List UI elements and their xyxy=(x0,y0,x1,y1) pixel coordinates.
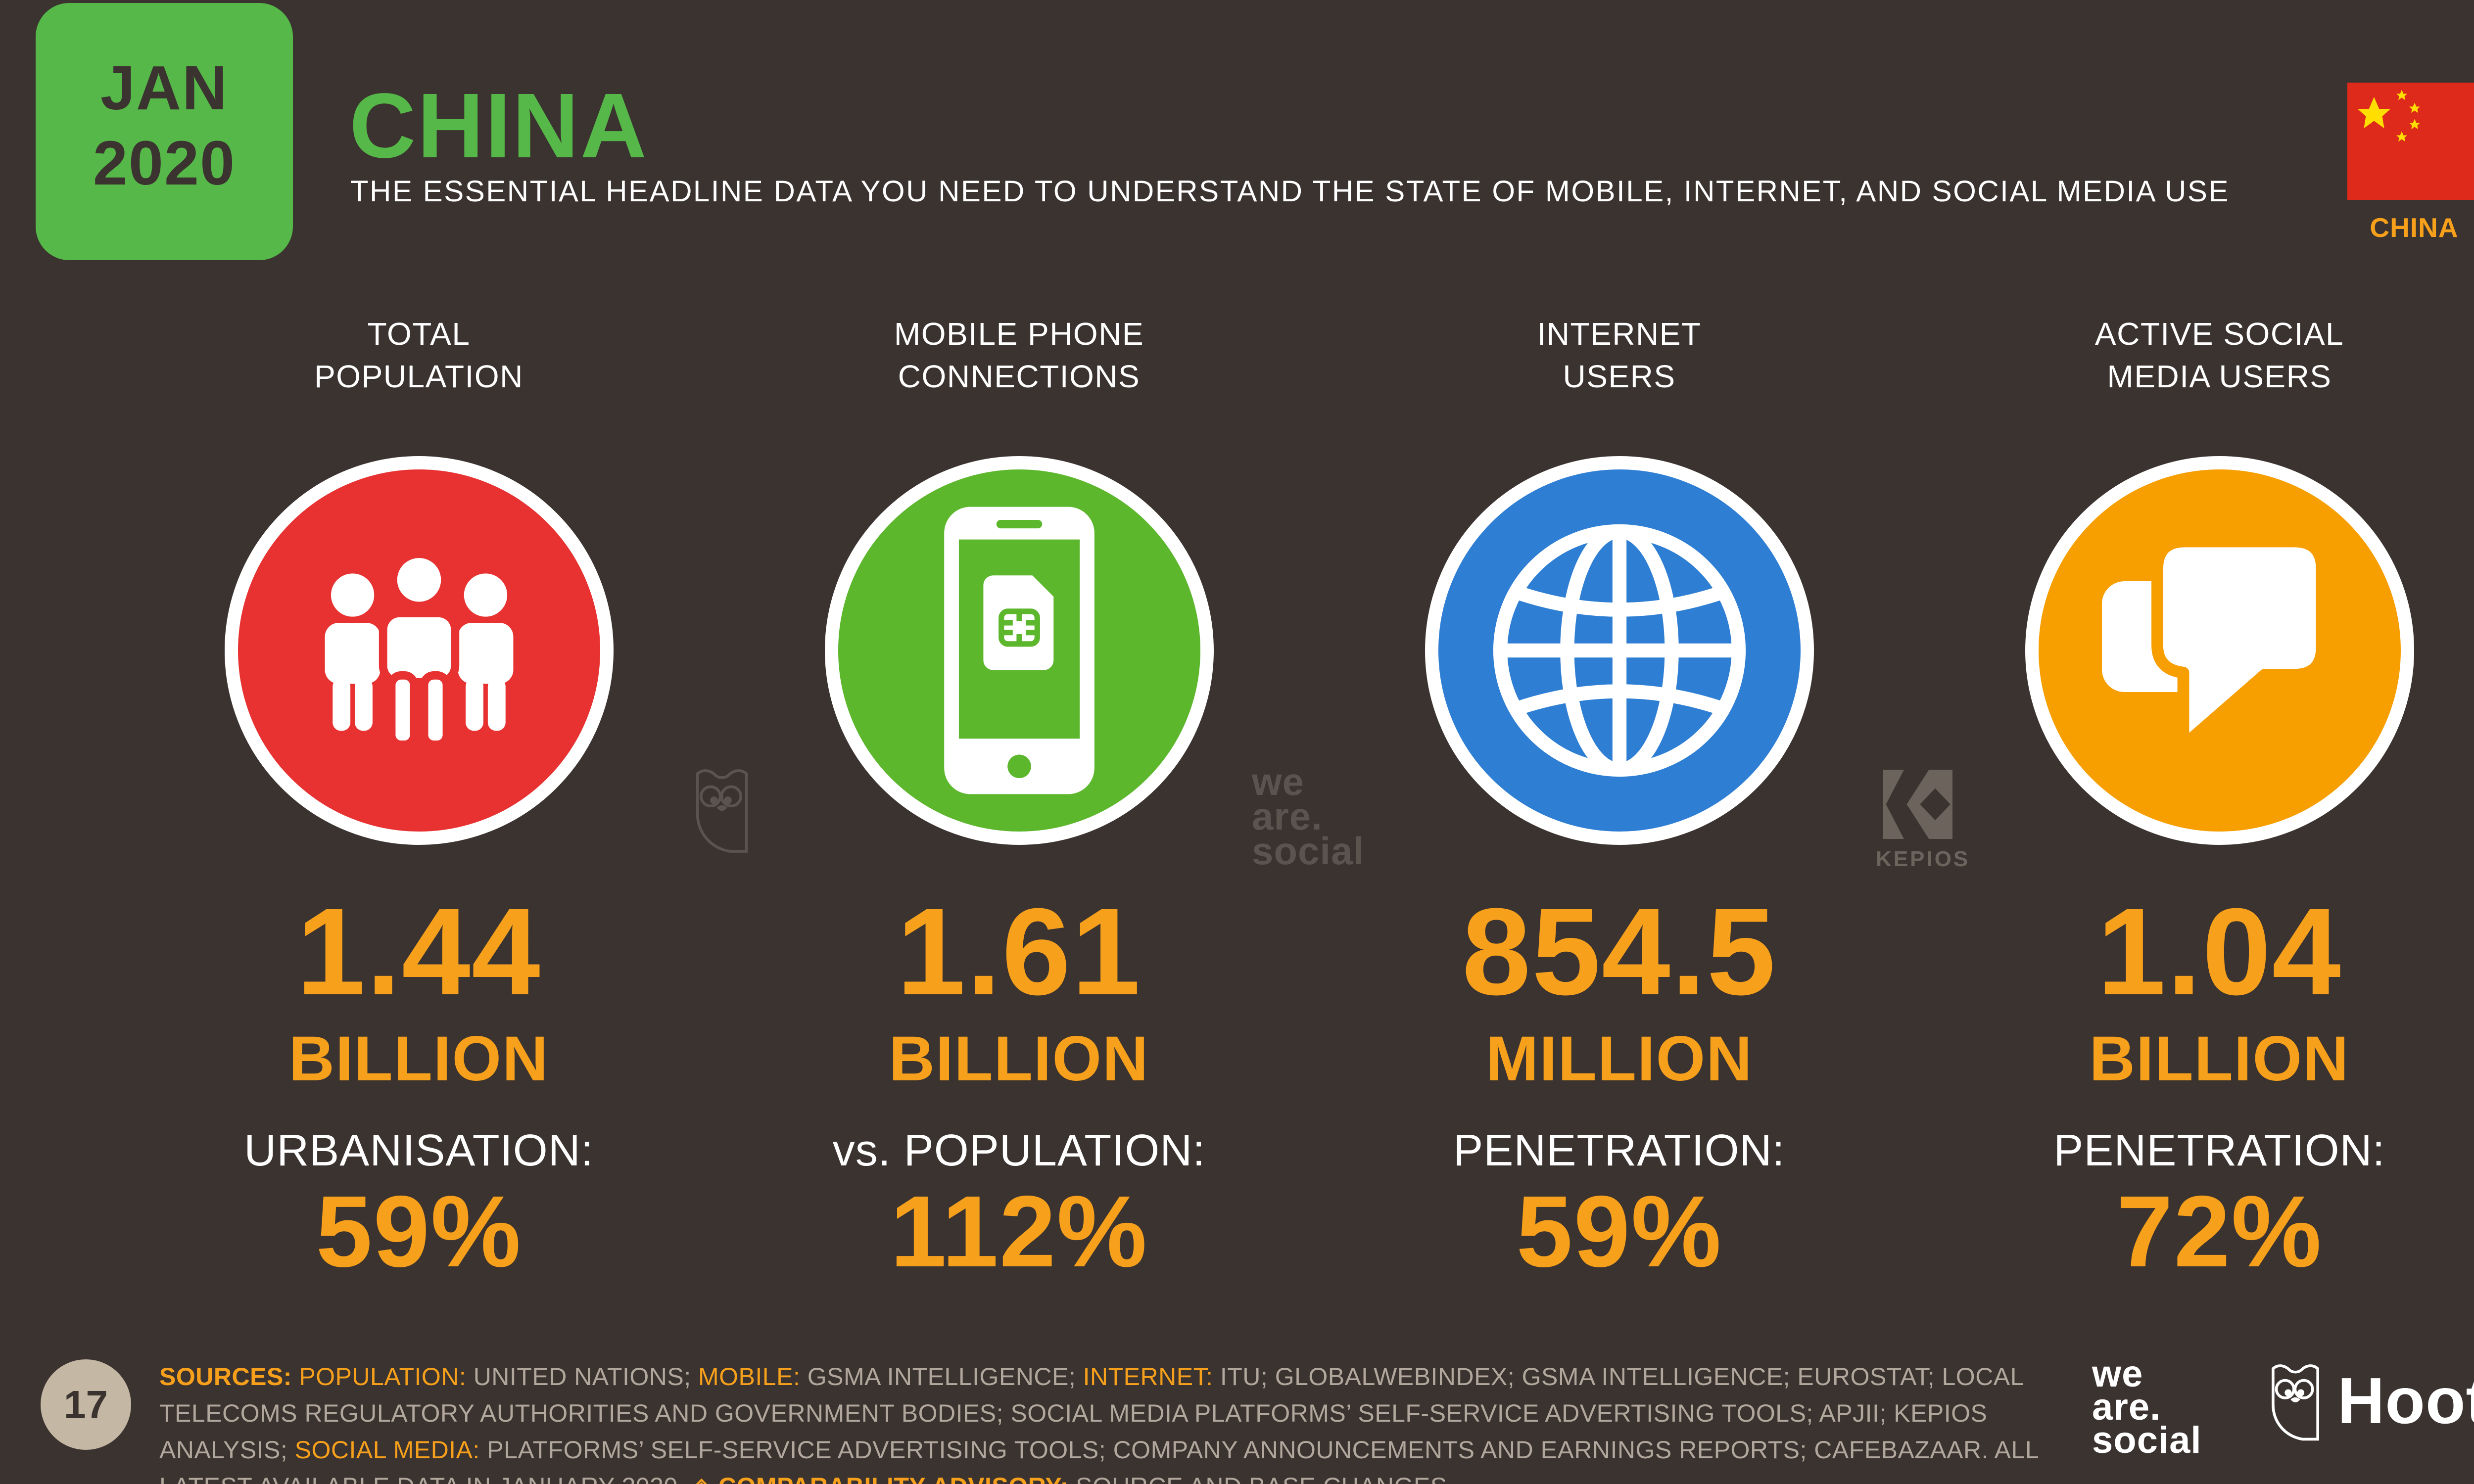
hootsuite-wordmark: Hootsuite® xyxy=(2337,1364,2474,1437)
stat-circle-social xyxy=(2025,456,2414,845)
stat-circle-mobile xyxy=(824,456,1214,845)
stat-header: INTERNET USERS xyxy=(1537,316,1702,394)
stat-header: MOBILE PHONE CONNECTIONS xyxy=(894,316,1144,394)
stat-value: 1.44 xyxy=(296,882,541,1020)
stat-metric-value: 72% xyxy=(2116,1175,2323,1288)
stat-metric-value: 112% xyxy=(890,1175,1148,1288)
stat-internet-users: INTERNET USERS 854.5 MILLION PENETR xyxy=(1319,313,1919,1288)
stat-metric-label: URBANISATION: xyxy=(244,1126,594,1175)
chat-bubbles-icon xyxy=(2101,535,2328,752)
page-number-badge: 17 xyxy=(41,1359,131,1450)
stat-metric-value: 59% xyxy=(316,1175,522,1288)
hootsuite-owl-logo-icon xyxy=(2272,1364,2319,1441)
stat-header: TOTAL POPULATION xyxy=(314,316,523,394)
sources-text: SOURCES: POPULATION: UNITED NATIONS; MOB… xyxy=(159,1363,2039,1484)
stat-metric-value: 59% xyxy=(1516,1175,1722,1288)
stat-unit: BILLION xyxy=(2089,1023,2350,1094)
stat-value: 1.04 xyxy=(2097,882,2342,1020)
stat-value: 854.5 xyxy=(1462,882,1777,1020)
stat-metric-label: PENETRATION: xyxy=(2053,1126,2385,1175)
hootsuite-owl-watermark-icon xyxy=(696,769,748,853)
stat-unit: MILLION xyxy=(1485,1023,1753,1094)
china-flag-icon xyxy=(2347,83,2474,200)
flag-label: CHINA xyxy=(2370,212,2459,243)
kepios-label: KEPIOS xyxy=(1876,847,1970,871)
stat-circle-internet xyxy=(1425,456,1814,845)
stat-unit: BILLION xyxy=(288,1023,549,1094)
date-badge: JAN 2020 xyxy=(36,3,293,260)
stat-unit: BILLION xyxy=(889,1023,1149,1094)
phone-sim-icon xyxy=(944,507,1094,794)
people-icon xyxy=(325,550,513,749)
we-are-social-logo: we are. social xyxy=(2092,1353,2202,1461)
stats-row: TOTAL POPULATION xyxy=(119,313,2474,1288)
date-year: 2020 xyxy=(93,128,236,198)
page-subtitle: THE ESSENTIAL HEADLINE DATA YOU NEED TO … xyxy=(350,175,2230,208)
stat-value: 1.61 xyxy=(897,882,1142,1020)
we-are-social-watermark: we are. social xyxy=(1252,760,1365,873)
globe-icon xyxy=(1493,524,1746,777)
date-month: JAN xyxy=(100,53,229,123)
stat-header: ACTIVE SOCIAL MEDIA USERS xyxy=(2094,316,2344,394)
stat-social-media-users: ACTIVE SOCIAL MEDIA USERS 1.04 BILLION P… xyxy=(1919,313,2474,1288)
stat-circle-population xyxy=(224,456,614,845)
stat-metric-label: PENETRATION: xyxy=(1453,1126,1785,1175)
stat-metric-label: vs. POPULATION: xyxy=(832,1126,1206,1175)
stat-mobile-connections: MOBILE PHONE CONNECTIONS 1.61 BILLION xyxy=(719,313,1319,1288)
kepios-watermark: KEPIOS xyxy=(1876,770,1970,872)
page-title: CHINA xyxy=(349,75,648,177)
stat-total-population: TOTAL POPULATION xyxy=(119,313,719,1288)
kepios-logo-icon xyxy=(1883,770,1952,839)
